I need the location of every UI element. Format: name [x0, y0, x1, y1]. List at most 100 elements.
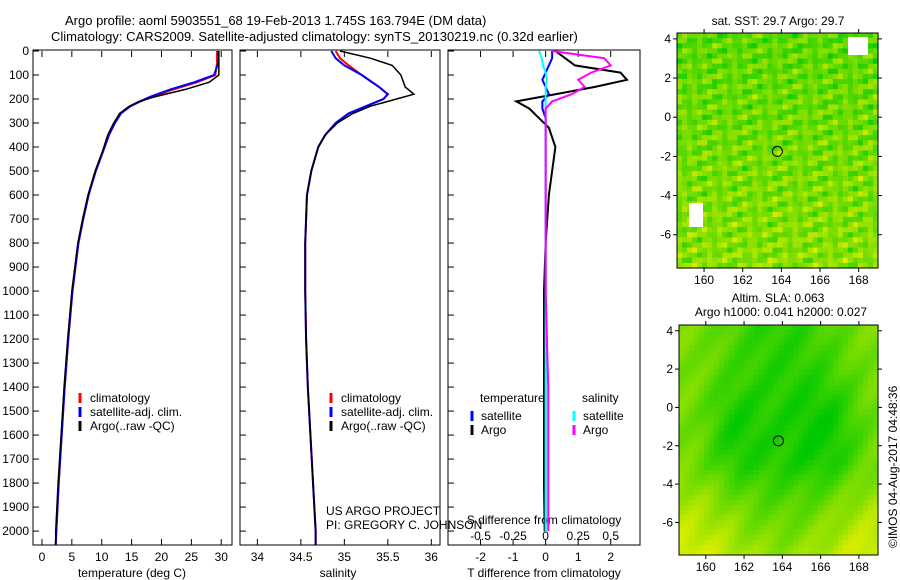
sla-map-cell [733, 325, 740, 331]
sst-map-cell [757, 150, 764, 157]
sla-map-cell [853, 420, 859, 426]
sst-map-cell [702, 242, 708, 249]
sst-map-cell [682, 242, 688, 249]
sla-map-cell [728, 545, 735, 551]
sla-map-cell [873, 525, 879, 531]
sst-map-cell [797, 181, 804, 187]
sla-map-cell [788, 550, 795, 556]
sst-map-cell [717, 237, 723, 244]
sst-map-cell [777, 252, 784, 259]
sla-map-cell [813, 380, 819, 386]
sla-map-cell [698, 405, 705, 411]
sst-map-cell [787, 43, 794, 49]
sst-map-cell [767, 252, 774, 259]
sla-map-cell [808, 345, 814, 351]
sst-map-cell [712, 170, 718, 177]
sla-map-cell [723, 525, 730, 531]
sst-map-cell [677, 201, 683, 208]
sla-map-cell [803, 550, 809, 556]
sst-map-cell [747, 155, 753, 162]
sst-map-cell [732, 119, 738, 126]
sst-map-cell [762, 227, 769, 233]
sst-map-cell [847, 216, 854, 223]
sst-map-cell [872, 232, 879, 238]
sst-map-cell [757, 48, 764, 55]
sst-map-cell [857, 63, 864, 70]
sst-map-cell [722, 170, 728, 177]
sla-map-cell [873, 400, 879, 406]
sst-map-cell [792, 227, 799, 233]
sla-map-cell [843, 410, 849, 416]
sla-map-cell [763, 510, 770, 516]
sla-map-cell [823, 360, 829, 366]
sst-map-cell [797, 206, 804, 213]
sst-map-cell [797, 99, 804, 106]
sst-map-cell [727, 247, 733, 254]
sla-map-cell [768, 545, 775, 551]
sst-map-cell [807, 181, 814, 187]
sla-map-cell [758, 445, 765, 451]
sla-map-cell [828, 515, 834, 521]
sst-map-cell [822, 227, 829, 233]
sst-map-cell [827, 48, 834, 55]
sla-map-cell [863, 550, 869, 556]
sla-map-cell [793, 360, 799, 366]
sla-map-cell [823, 550, 829, 556]
sst-map-cell [827, 84, 834, 90]
sst-map-cell [802, 33, 809, 39]
sla-map-cell [813, 365, 819, 371]
sla-map-cell [783, 455, 790, 461]
sla-map-cell [743, 375, 750, 381]
sst-map-cell [827, 33, 834, 39]
sla-map-cell [838, 525, 844, 531]
sst-map-cell [682, 140, 688, 146]
sst-map-cell [807, 94, 814, 101]
sla-map-cell [708, 530, 715, 536]
sst-map-cell [802, 99, 809, 106]
sst-map-cell [842, 114, 849, 121]
sst-map-cell [692, 78, 698, 85]
sst-map-cell [867, 58, 874, 65]
sla-map-cell [753, 480, 760, 486]
sla-map-cell [848, 520, 854, 526]
sla-map-cell [733, 395, 740, 401]
sst-map-cell [797, 109, 804, 116]
sst-map-cell [767, 206, 774, 213]
sst-map-cell [722, 211, 728, 218]
sla-map-cell [778, 540, 785, 546]
sla-map-cell [679, 390, 685, 396]
sst-map-cell [767, 160, 774, 167]
sst-map-cell [707, 43, 713, 49]
sst-map-cell [712, 109, 718, 116]
sla-map-cell [853, 480, 859, 486]
sla-map-cell [773, 430, 780, 436]
sla-map-cell [853, 515, 859, 521]
sst-map-cell [732, 145, 738, 152]
sst-map-cell [757, 145, 764, 152]
sla-map-cell [853, 430, 859, 436]
sla-map-cell [698, 370, 705, 376]
sst-map-cell [767, 78, 774, 85]
sst-map-cell [782, 216, 789, 223]
sst-map-cell [772, 227, 779, 233]
sst-map-cell [847, 247, 854, 254]
sst-map-cell [717, 38, 723, 44]
sla-map-cell [843, 515, 849, 521]
sst-map-cell [682, 222, 688, 228]
sst-map-cell [867, 73, 874, 80]
sla-map-cell [803, 545, 809, 551]
sla-map-cell [863, 330, 869, 336]
sst-map-cell [852, 58, 859, 65]
sst-map-cell [777, 130, 784, 136]
sla-map-cell [863, 435, 869, 441]
sst-map-cell [702, 68, 708, 75]
sla-map-cell [748, 530, 755, 536]
sst-map-cell [737, 89, 743, 95]
sst-map-cell [822, 247, 829, 254]
sla-map-cell [848, 360, 854, 366]
sst-map-cell [747, 257, 753, 264]
sst-map-cell [817, 53, 824, 60]
sst-map-cell [757, 135, 764, 141]
sla-map-cell [768, 345, 775, 351]
sst-map-cell [772, 124, 779, 131]
